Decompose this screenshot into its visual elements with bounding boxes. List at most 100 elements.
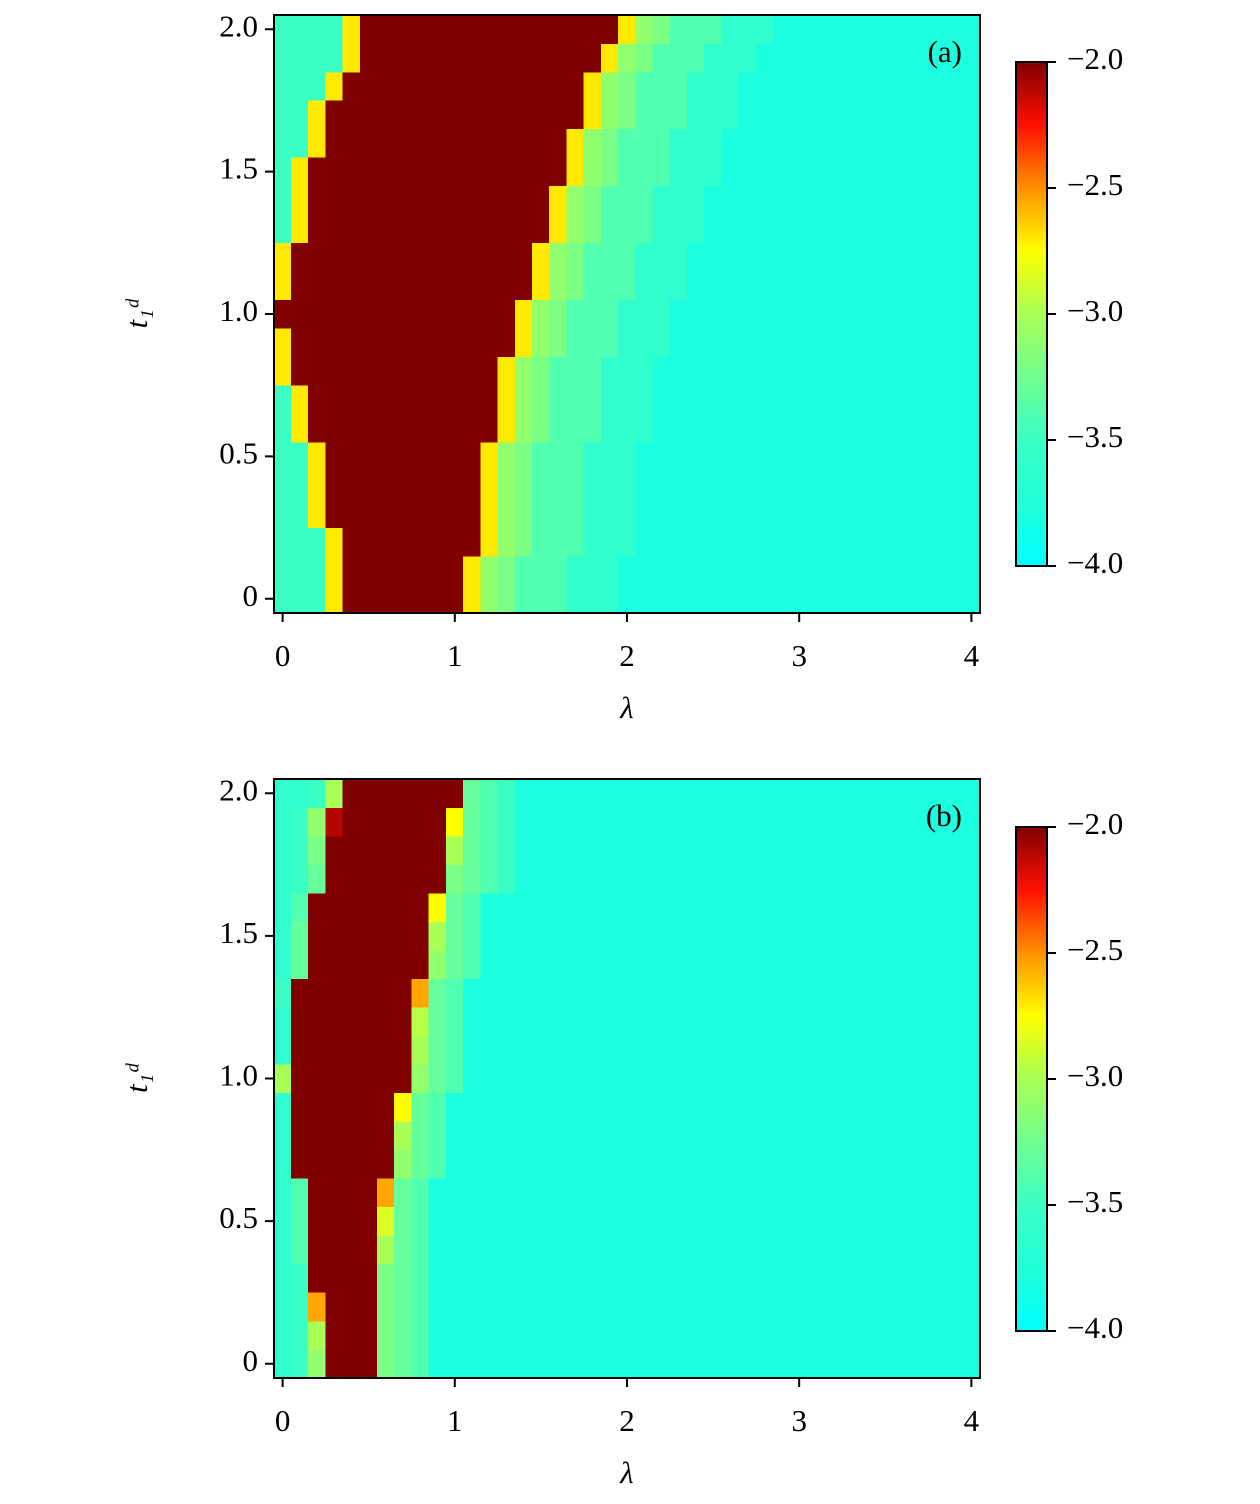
heatmap-cell bbox=[290, 778, 309, 808]
heatmap-cell bbox=[893, 1120, 912, 1151]
heatmap-cell bbox=[445, 327, 464, 358]
heatmap-cell bbox=[583, 949, 602, 979]
heatmap-cell bbox=[652, 498, 671, 528]
heatmap-cell bbox=[945, 1292, 964, 1322]
heatmap-cell bbox=[411, 921, 430, 951]
heatmap-cell bbox=[618, 555, 636, 585]
heatmap-cell bbox=[876, 778, 895, 808]
heatmap-cell bbox=[755, 71, 774, 101]
heatmap-cell bbox=[738, 185, 757, 215]
heatmap-cell bbox=[325, 470, 344, 500]
heatmap-cell bbox=[445, 1120, 464, 1151]
heatmap-cell bbox=[807, 1292, 826, 1322]
heatmap-cell bbox=[497, 1235, 516, 1265]
heatmap-cell bbox=[928, 921, 946, 951]
heatmap-cell bbox=[531, 441, 550, 471]
heatmap-cell bbox=[600, 1263, 619, 1293]
heatmap-cell bbox=[618, 807, 636, 837]
heatmap-cell bbox=[514, 270, 533, 301]
heatmap-cell bbox=[773, 1149, 791, 1179]
heatmap-cell bbox=[618, 1292, 636, 1322]
heatmap-cell bbox=[635, 327, 654, 358]
heatmap-cell bbox=[755, 807, 774, 837]
heatmap-cell bbox=[428, 778, 447, 808]
heatmap-cell bbox=[531, 299, 550, 329]
heatmap-cell bbox=[273, 584, 292, 614]
heatmap-cell bbox=[583, 242, 602, 272]
heatmap-cell bbox=[721, 1035, 740, 1065]
heatmap-cell bbox=[290, 327, 309, 358]
heatmap-cell bbox=[910, 14, 929, 44]
heatmap-cell bbox=[669, 356, 688, 386]
heatmap-cell bbox=[773, 242, 791, 272]
heatmap-cell bbox=[824, 1178, 843, 1208]
heatmap-cell bbox=[721, 498, 740, 528]
heatmap-cell bbox=[824, 864, 843, 894]
heatmap-cell bbox=[652, 1263, 671, 1293]
heatmap-cell bbox=[359, 441, 378, 471]
heatmap-cell bbox=[428, 14, 447, 44]
heatmap-cell bbox=[652, 185, 671, 215]
heatmap-cell bbox=[738, 527, 757, 557]
heatmap-cell bbox=[445, 835, 464, 865]
heatmap-cell bbox=[893, 214, 912, 244]
heatmap-cell bbox=[428, 1092, 447, 1122]
heatmap-cell bbox=[428, 1320, 447, 1350]
heatmap-cell bbox=[497, 1006, 516, 1037]
heatmap-cell bbox=[480, 778, 499, 808]
heatmap-cell bbox=[549, 807, 568, 837]
heatmap-cell bbox=[549, 835, 568, 865]
heatmap-cell bbox=[962, 470, 981, 500]
heatmap-cell bbox=[635, 584, 654, 614]
heatmap-cell bbox=[773, 470, 791, 500]
heatmap-cell bbox=[962, 214, 981, 244]
heatmap-cell bbox=[342, 1178, 361, 1208]
heatmap-cell bbox=[669, 299, 688, 329]
heatmap-cell bbox=[669, 1063, 688, 1094]
heatmap-cell bbox=[738, 978, 757, 1008]
heatmap-cell bbox=[755, 242, 774, 272]
heatmap-cell bbox=[652, 71, 671, 101]
heatmap-cell bbox=[411, 1120, 430, 1151]
heatmap-cell bbox=[945, 356, 964, 386]
heatmap-cell bbox=[738, 43, 757, 73]
heatmap-cell bbox=[531, 864, 550, 894]
heatmap-cell bbox=[790, 978, 809, 1008]
heatmap-cell bbox=[859, 1120, 877, 1151]
panel-label: (b) bbox=[926, 798, 962, 833]
heatmap-cell bbox=[566, 1120, 585, 1151]
heatmap-cell bbox=[910, 1035, 929, 1065]
heatmap-cell bbox=[773, 1120, 791, 1151]
heatmap-cell bbox=[893, 185, 912, 215]
heatmap-cell bbox=[480, 1235, 499, 1265]
heatmap-cell bbox=[704, 384, 723, 414]
heatmap-cell bbox=[652, 921, 671, 951]
heatmap-cell bbox=[635, 1235, 654, 1265]
heatmap-cell bbox=[273, 778, 292, 808]
heatmap-cell bbox=[480, 1092, 499, 1122]
heatmap-cell bbox=[910, 1120, 929, 1151]
heatmap-cell bbox=[549, 555, 568, 585]
heatmap-cell bbox=[445, 185, 464, 215]
heatmap-cell bbox=[910, 1263, 929, 1293]
heatmap-cell bbox=[893, 128, 912, 158]
heatmap-cell bbox=[876, 1349, 895, 1379]
heatmap-cell bbox=[480, 43, 499, 73]
heatmap-cell bbox=[876, 864, 895, 894]
heatmap-cell bbox=[790, 43, 809, 73]
heatmap-cell bbox=[738, 327, 757, 358]
heatmap-cell bbox=[308, 1149, 326, 1179]
heatmap-cell bbox=[342, 1206, 361, 1236]
heatmap-cell bbox=[790, 1063, 809, 1094]
heatmap-cell bbox=[704, 1006, 723, 1037]
heatmap-cell bbox=[445, 128, 464, 158]
heatmap-cell bbox=[359, 1263, 378, 1293]
heatmap-cell bbox=[807, 527, 826, 557]
heatmap-cell bbox=[755, 157, 774, 187]
heatmap-cell bbox=[308, 864, 326, 894]
heatmap-cell bbox=[600, 270, 619, 301]
heatmap-cell bbox=[463, 778, 481, 808]
colorbar-tick-label: −3.5 bbox=[1067, 419, 1123, 454]
heatmap-cell bbox=[618, 299, 636, 329]
heatmap-cell bbox=[962, 299, 981, 329]
